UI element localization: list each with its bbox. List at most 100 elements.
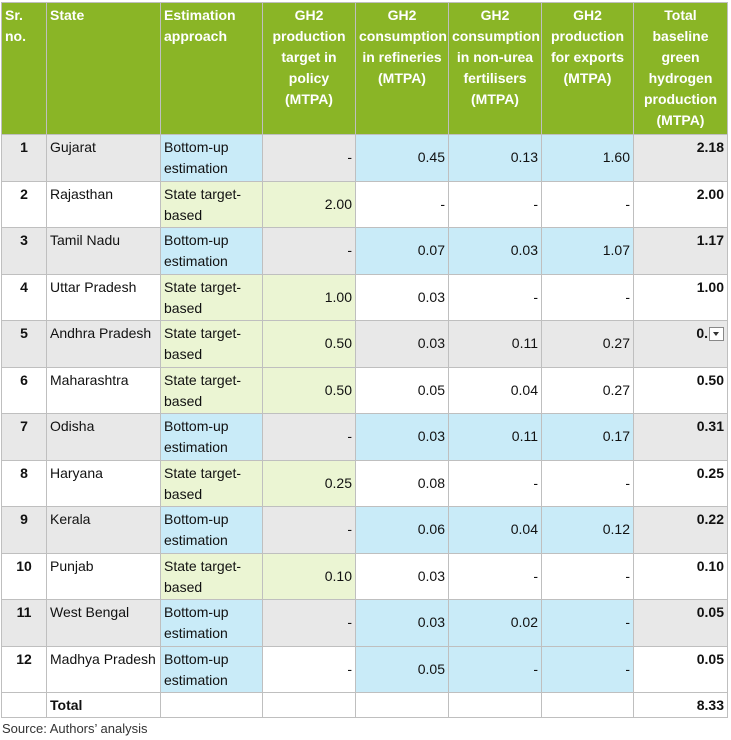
cell-refineries[interactable]: 0.06 bbox=[355, 506, 449, 554]
cell-state[interactable]: Andhra Pradesh bbox=[46, 320, 161, 368]
cell-refineries[interactable]: 0.03 bbox=[355, 320, 449, 368]
cell-fertilisers[interactable]: 0.11 bbox=[448, 320, 542, 368]
cell-sr[interactable]: 4 bbox=[1, 273, 47, 321]
cell-approach[interactable]: State target-based bbox=[160, 552, 263, 600]
cell-refineries[interactable]: 0.05 bbox=[355, 645, 449, 693]
cell-total[interactable]: 0.22 bbox=[633, 506, 728, 554]
cell-target[interactable]: 2.00 bbox=[262, 180, 356, 228]
cell-state[interactable]: West Bengal bbox=[46, 599, 161, 647]
cell-refineries[interactable]: 0.08 bbox=[355, 459, 449, 507]
cell-total[interactable]: 1.17 bbox=[633, 227, 728, 275]
cell-exports[interactable]: - bbox=[541, 552, 634, 600]
cell-target[interactable]: - bbox=[262, 134, 356, 182]
header-fertilisers[interactable]: GH2 consumption in non-urea fertilisers … bbox=[448, 2, 542, 135]
total-empty-cell[interactable] bbox=[355, 692, 449, 718]
cell-approach[interactable]: State target-based bbox=[160, 180, 263, 228]
cell-total[interactable]: 0.05 bbox=[633, 645, 728, 693]
cell-approach[interactable]: Bottom-up estimation bbox=[160, 227, 263, 275]
total-empty-cell[interactable] bbox=[448, 692, 542, 718]
total-value[interactable]: 8.33 bbox=[633, 692, 728, 718]
header-approach[interactable]: Estimation approach bbox=[160, 2, 263, 135]
cell-exports[interactable]: - bbox=[541, 459, 634, 507]
cell-refineries[interactable]: 0.03 bbox=[355, 599, 449, 647]
cell-state[interactable]: Haryana bbox=[46, 459, 161, 507]
total-empty-cell[interactable] bbox=[541, 692, 634, 718]
cell-exports[interactable]: 1.60 bbox=[541, 134, 634, 182]
cell-exports[interactable]: - bbox=[541, 180, 634, 228]
header-sr[interactable]: Sr. no. bbox=[1, 2, 47, 135]
cell-fertilisers[interactable]: - bbox=[448, 645, 542, 693]
cell-sr[interactable]: 5 bbox=[1, 320, 47, 368]
cell-sr[interactable]: 8 bbox=[1, 459, 47, 507]
cell-exports[interactable]: 0.27 bbox=[541, 366, 634, 414]
cell-refineries[interactable]: 0.03 bbox=[355, 552, 449, 600]
cell-refineries[interactable]: 0.03 bbox=[355, 273, 449, 321]
cell-approach[interactable]: State target-based bbox=[160, 459, 263, 507]
cell-refineries[interactable]: - bbox=[355, 180, 449, 228]
total-label[interactable]: Total bbox=[46, 692, 161, 718]
cell-state[interactable]: Gujarat bbox=[46, 134, 161, 182]
cell-target[interactable]: - bbox=[262, 645, 356, 693]
header-total[interactable]: Total baseline green hydrogen production… bbox=[633, 2, 728, 135]
cell-fertilisers[interactable]: 0.04 bbox=[448, 366, 542, 414]
cell-fertilisers[interactable]: - bbox=[448, 273, 542, 321]
cell-total[interactable]: 2.18 bbox=[633, 134, 728, 182]
cell-fertilisers[interactable]: - bbox=[448, 180, 542, 228]
header-exports[interactable]: GH2 production for exports (MTPA) bbox=[541, 2, 634, 135]
cell-refineries[interactable]: 0.03 bbox=[355, 413, 449, 461]
cell-exports[interactable]: 0.17 bbox=[541, 413, 634, 461]
cell-exports[interactable]: - bbox=[541, 645, 634, 693]
cell-state[interactable]: Uttar Pradesh bbox=[46, 273, 161, 321]
cell-sr[interactable]: 1 bbox=[1, 134, 47, 182]
cell-sr[interactable]: 6 bbox=[1, 366, 47, 414]
cell-state[interactable]: Tamil Nadu bbox=[46, 227, 161, 275]
cell-approach[interactable]: State target-based bbox=[160, 273, 263, 321]
cell-exports[interactable]: - bbox=[541, 599, 634, 647]
cell-approach[interactable]: State target-based bbox=[160, 366, 263, 414]
cell-refineries[interactable]: 0.05 bbox=[355, 366, 449, 414]
cell-fertilisers[interactable]: 0.03 bbox=[448, 227, 542, 275]
total-empty-cell[interactable] bbox=[262, 692, 356, 718]
cell-exports[interactable]: 0.12 bbox=[541, 506, 634, 554]
cell-sr[interactable]: 7 bbox=[1, 413, 47, 461]
cell-sr[interactable]: 10 bbox=[1, 552, 47, 600]
cell-target[interactable]: - bbox=[262, 227, 356, 275]
cell-fertilisers[interactable]: 0.13 bbox=[448, 134, 542, 182]
cell-sr[interactable]: 3 bbox=[1, 227, 47, 275]
cell-approach[interactable]: Bottom-up estimation bbox=[160, 645, 263, 693]
cell-fertilisers[interactable]: 0.04 bbox=[448, 506, 542, 554]
cell-target[interactable]: 1.00 bbox=[262, 273, 356, 321]
cell-total[interactable]: 1.00 bbox=[633, 273, 728, 321]
cell-state[interactable]: Maharashtra bbox=[46, 366, 161, 414]
cell-target[interactable]: 0.10 bbox=[262, 552, 356, 600]
cell-total[interactable]: 0.31 bbox=[633, 413, 728, 461]
cell-total[interactable]: 2.00 bbox=[633, 180, 728, 228]
cell-fertilisers[interactable]: - bbox=[448, 552, 542, 600]
total-empty-cell[interactable] bbox=[1, 692, 47, 718]
cell-approach[interactable]: Bottom-up estimation bbox=[160, 599, 263, 647]
cell-target[interactable]: - bbox=[262, 413, 356, 461]
cell-sr[interactable]: 11 bbox=[1, 599, 47, 647]
header-refineries[interactable]: GH2 consumption in refineries (MTPA) bbox=[355, 2, 449, 135]
cell-exports[interactable]: 0.27 bbox=[541, 320, 634, 368]
cell-fertilisers[interactable]: - bbox=[448, 459, 542, 507]
cell-target[interactable]: 0.25 bbox=[262, 459, 356, 507]
cell-approach[interactable]: State target-based bbox=[160, 320, 263, 368]
cell-target[interactable]: - bbox=[262, 599, 356, 647]
cell-sr[interactable]: 2 bbox=[1, 180, 47, 228]
cell-approach[interactable]: Bottom-up estimation bbox=[160, 134, 263, 182]
cell-state[interactable]: Odisha bbox=[46, 413, 161, 461]
cell-state[interactable]: Rajasthan bbox=[46, 180, 161, 228]
cell-total[interactable]: 0. bbox=[633, 320, 728, 368]
cell-dropdown-icon[interactable] bbox=[709, 327, 724, 342]
cell-exports[interactable]: 1.07 bbox=[541, 227, 634, 275]
cell-fertilisers[interactable]: 0.02 bbox=[448, 599, 542, 647]
cell-target[interactable]: 0.50 bbox=[262, 366, 356, 414]
cell-total[interactable]: 0.50 bbox=[633, 366, 728, 414]
total-empty-cell[interactable] bbox=[160, 692, 263, 718]
cell-target[interactable]: - bbox=[262, 506, 356, 554]
cell-state[interactable]: Punjab bbox=[46, 552, 161, 600]
cell-approach[interactable]: Bottom-up estimation bbox=[160, 413, 263, 461]
cell-fertilisers[interactable]: 0.11 bbox=[448, 413, 542, 461]
cell-refineries[interactable]: 0.07 bbox=[355, 227, 449, 275]
